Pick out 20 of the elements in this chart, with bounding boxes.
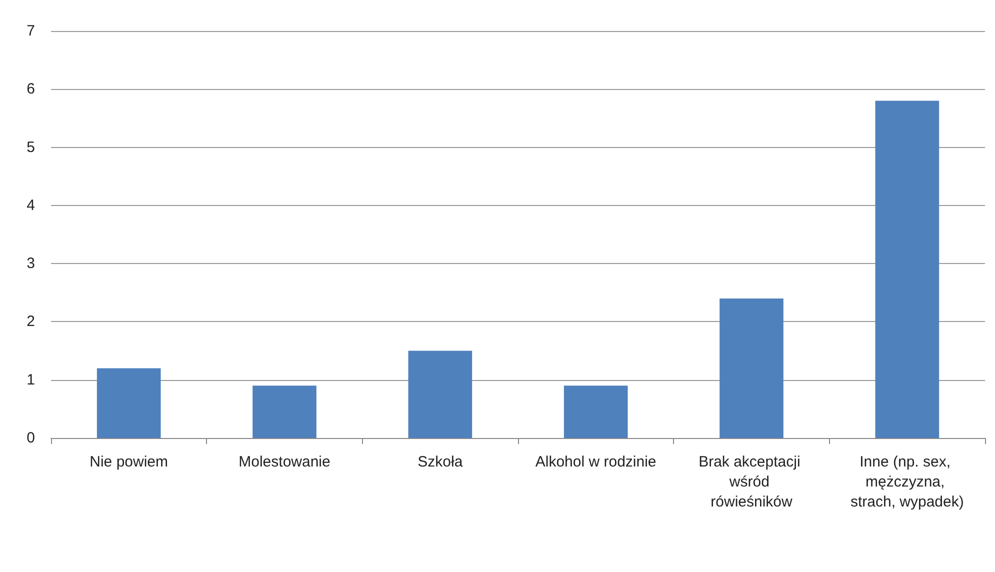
x-tick-label: Molestowanie	[238, 454, 330, 470]
x-tick-label: Szkoła	[418, 454, 464, 470]
bar	[720, 298, 784, 438]
y-tick-label: 4	[26, 196, 35, 214]
y-tick-label: 5	[26, 138, 35, 156]
x-tick-label: Brak akceptacji wśród rówieśników	[698, 454, 804, 510]
bar	[252, 386, 316, 438]
y-tick-label: 1	[26, 371, 35, 388]
y-tick-label: 0	[26, 430, 35, 446]
y-tick-label: 6	[26, 80, 35, 98]
bar	[408, 350, 472, 438]
y-tick-label: 7	[26, 22, 35, 40]
bar	[564, 386, 628, 438]
bar	[96, 368, 161, 438]
x-tick-label: Inne (np. sex, mężczyzna, strach, wypadek)	[850, 454, 964, 510]
y-tick-label: 2	[26, 313, 35, 330]
x-tick-label: Nie powiem	[90, 454, 168, 470]
y-tick-label: 3	[26, 255, 35, 272]
x-tick-label: Alkohol w rodzinie	[535, 454, 656, 470]
bar	[875, 100, 940, 438]
